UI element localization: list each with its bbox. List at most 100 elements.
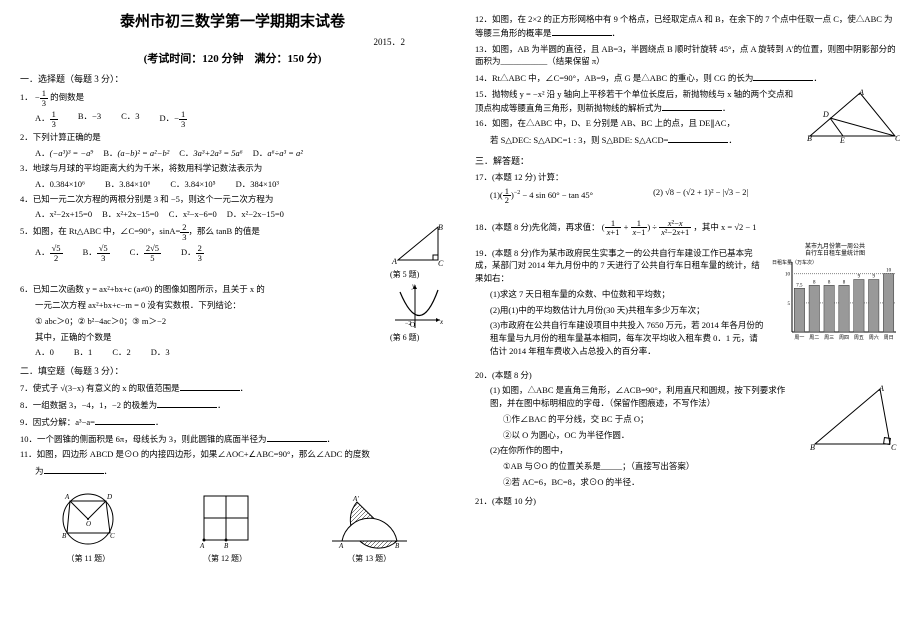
svg-text:A: A	[858, 88, 864, 97]
svg-text:5: 5	[788, 301, 791, 306]
svg-text:周六: 周六	[869, 334, 879, 341]
exam-subtitle: (考试时间：120 分钟 满分：150 分)	[20, 50, 445, 66]
q3-a: A．0.384×10⁶	[35, 178, 85, 190]
q21-head: 21．(本题 10 分)	[475, 495, 900, 508]
q3-stem: 3．地球与月球的平均距离大约为千米，将数用科学记数法表示为	[20, 162, 445, 175]
q5-b: B．√53	[83, 244, 110, 262]
q7: 7．使式子 √(3−x) 有意义的 x 的取值范围是．	[20, 381, 445, 395]
svg-text:A: A	[64, 493, 70, 501]
svg-text:x: x	[439, 318, 444, 326]
svg-text:C: C	[895, 134, 900, 143]
q2-d: D．a⁶÷a³ = a²	[253, 147, 303, 159]
q4-a: A．x²−2x+15=0	[35, 208, 92, 220]
svg-text:9: 9	[858, 274, 861, 279]
q19-chart: 某市九月份第一周公共自行车日租车量统计图日租车量（万车次） 5 10 7.5 周一 8 周二…	[770, 240, 900, 352]
q1-d: D．−13	[160, 110, 188, 128]
exam-title: 泰州市初三数学第一学期期末试卷	[20, 10, 445, 31]
svg-text:周三: 周三	[824, 335, 834, 341]
svg-text:B: B	[438, 223, 443, 232]
svg-text:10: 10	[785, 272, 791, 277]
q6-b: B．1	[74, 346, 92, 358]
svg-text:周一: 周一	[794, 335, 804, 341]
svg-text:A: A	[338, 542, 344, 550]
q17-2: (2) √8 − (√2 + 1)² − |√3 − 2|	[653, 187, 748, 205]
svg-text:某市九月份第一周公共: 某市九月份第一周公共	[805, 242, 865, 250]
svg-text:B: B	[807, 134, 812, 143]
section3-head: 三．解答题：	[475, 154, 900, 167]
svg-text:D: D	[822, 110, 829, 119]
q5-caption: (第 5 题)	[390, 269, 445, 280]
svg-text:A': A'	[352, 495, 359, 503]
q20-head: 20．(本题 8 分)	[475, 369, 900, 382]
q11: 11．如图，四边形 ABCD 是⊙O 的内接四边形，如果∠AOC+∠ABC=90…	[20, 448, 445, 461]
fig12: A B （第 12 题）	[190, 486, 260, 564]
q5-figure: A B C (第 5 题)	[390, 222, 445, 280]
svg-text:B: B	[810, 443, 815, 452]
svg-text:7.5: 7.5	[796, 283, 803, 288]
q9: 9．因式分解：a³−a=．	[20, 415, 445, 429]
svg-text:B: B	[224, 542, 229, 550]
svg-text:8: 8	[813, 280, 816, 285]
q6-caption: (第 6 题)	[390, 332, 445, 343]
svg-text:8: 8	[843, 280, 846, 285]
q4-stem: 4．已知一元二次方程的两根分别是 3 和 −5，则这个一元二次方程为	[20, 193, 445, 206]
q3-b: B．3.84×10⁶	[105, 178, 150, 190]
q2-stem: 2．下列计算正确的是	[20, 131, 445, 144]
svg-text:D: D	[106, 493, 112, 501]
section2-head: 二．填空题（每题 3 分）：	[20, 364, 445, 377]
q6-l4: 其中，正确的个数是	[35, 331, 445, 344]
svg-text:周五: 周五	[854, 335, 864, 341]
q17-1: (1)(12)−2 − 4 sin 60° − tan 45°	[490, 187, 593, 205]
q2-c: C．3a³+2a³ = 5a⁶	[179, 147, 242, 159]
q12: 12．如图，在 2×2 的正方形网格中有 9 个格点，已经取定点A 和 B，在余…	[475, 13, 900, 40]
svg-text:周日: 周日	[884, 335, 894, 341]
q14: 14．Rt△ABC 中，∠C=90°，AB=9，点 G 是△ABC 的重心，则 …	[475, 71, 900, 85]
q4-c: C．x²−x−6=0	[169, 208, 217, 220]
q1-stem-b: 的倒数是	[50, 92, 84, 102]
svg-text:周四: 周四	[839, 335, 849, 341]
svg-text:自行车日租车量统计图: 自行车日租车量统计图	[805, 249, 865, 257]
svg-text:周二: 周二	[809, 335, 819, 341]
svg-text:C: C	[110, 532, 115, 540]
q5-a: A．√52	[35, 244, 63, 262]
fig13: A B A' （第 13 题）	[327, 486, 412, 564]
q2-b: B．(a−b)² = a²−b²	[103, 147, 169, 159]
q3-c: C．3.84×10⁵	[170, 178, 215, 190]
svg-text:B: B	[62, 532, 67, 540]
q4-b: B．x²+2x−15=0	[102, 208, 159, 220]
fig11: A D B C O （第 11 题）	[53, 486, 123, 564]
exam-date: 2015．2	[20, 35, 445, 48]
q10: 10．一个圆锥的侧面积是 6π，母线长为 3，则此圆锥的底面半径为．	[20, 432, 445, 446]
q13: 13．如图，AB 为半圆的直径，且 AB=3，半圆绕点 B 顺时针旋转 45°，…	[475, 43, 900, 69]
q17-head: 17．(本题 12 分) 计算：	[475, 171, 900, 184]
q1: 1． −13 的倒数是	[20, 89, 445, 107]
q20-figure: A B C	[805, 384, 900, 456]
q1-a: A．13	[35, 110, 58, 128]
q3-d: D．384×10³	[236, 178, 279, 190]
svg-text:日租车量（万车次）: 日租车量（万车次）	[772, 259, 817, 266]
q18: 18．(本题 8 分)先化简，再求值： (1x+1 + 1x−1) ÷ x²−x…	[475, 219, 900, 237]
q4-d: D．x²−2x−15=0	[227, 208, 284, 220]
q5-c: C．2√55	[130, 244, 161, 262]
svg-text:10: 10	[886, 268, 892, 273]
svg-text:A: A	[199, 542, 205, 550]
q1-c: C．3	[121, 110, 139, 128]
svg-text:9: 9	[872, 274, 875, 279]
svg-text:O: O	[410, 321, 415, 329]
section1-head: 一．选择题（每题 3 分）：	[20, 72, 445, 85]
q1-stem-a: 1．	[20, 92, 33, 102]
q6-l2: 一元二次方程 ax²+bx+c−m = 0 没有实数根．下列结论：	[35, 299, 445, 312]
q16-figure: A B C D E	[805, 88, 900, 145]
q6-d: D．3	[151, 346, 170, 358]
q2-a: A．(−a³)³ = −a⁹	[35, 147, 93, 159]
q6-l1: 6．已知二次函数 y = ax²+bx+c (a≠0) 的图像如图所示，且关于 …	[20, 283, 445, 296]
q6-c: C．2	[112, 346, 130, 358]
q1-b: B．−3	[78, 110, 101, 128]
q6-l3: ① abc＞0；② b²−4ac＞0；③ m＞−2	[35, 315, 445, 328]
q6-figure: x y −2 O (第 6 题)	[390, 280, 445, 343]
svg-text:A: A	[391, 257, 397, 266]
svg-text:O: O	[86, 520, 91, 528]
q8: 8．一组数据 3，−4，1，−2 的极差为．	[20, 398, 445, 412]
q5-d: D．23	[181, 244, 204, 262]
svg-text:8: 8	[828, 280, 831, 285]
